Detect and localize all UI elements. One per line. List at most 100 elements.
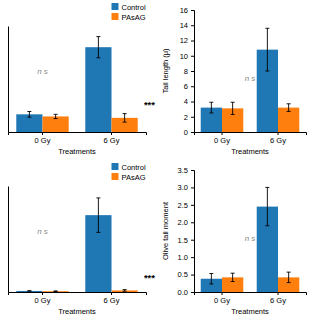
y-tick-mark [191, 117, 194, 118]
y-tick: 4 [184, 97, 194, 106]
error-bar-cap [231, 281, 235, 282]
x-tick-mark [222, 292, 223, 295]
y-tick-label: 14 [180, 21, 188, 30]
x-tick-label: 0 Gy [214, 136, 230, 145]
bar [112, 290, 138, 292]
bar [16, 114, 42, 132]
y-axis-title: Olive tail moment [161, 201, 170, 260]
error-bar [123, 290, 127, 292]
y-tick-mark [191, 56, 194, 57]
x-tick: 0 Gy [214, 132, 230, 145]
legend-entry: Control [111, 3, 146, 12]
error-bar-cap [287, 282, 291, 283]
annotation: *** [144, 99, 155, 110]
error-bar-cap [209, 112, 213, 113]
y-tick-label: 0.0 [178, 288, 188, 297]
error-bar-stem [124, 114, 125, 122]
error-bar [265, 28, 269, 71]
error-bar-cap [265, 71, 269, 72]
x-axis-title: Treatments [231, 307, 269, 316]
y-axis-line [191, 171, 195, 293]
y-tick-label: 12 [180, 36, 188, 45]
y-axis-title: Tail length (μ) [161, 48, 170, 94]
error-bar [96, 198, 100, 232]
x-tick-mark [42, 132, 43, 135]
x-tick-mark [42, 292, 43, 295]
legend-label: PAsAG [121, 13, 145, 22]
x-tick-mark [222, 132, 223, 135]
x-tick: 6 Gy [104, 292, 120, 305]
x-axis-title: Treatments [58, 147, 96, 156]
x-tick-label: 6 Gy [104, 296, 120, 305]
error-bar-cap [209, 273, 213, 274]
error-bar-cap [27, 291, 31, 292]
x-axis-line [195, 133, 307, 136]
y-axis: 0246810121416 [180, 6, 195, 137]
error-bar-cap [265, 187, 269, 188]
x-tick: 6 Gy [104, 132, 120, 145]
subplot: 0 Gy6 Gy0.00.51.01.52.02.53.03.5Treatmen… [161, 166, 307, 316]
x-axis-title: Treatments [58, 307, 96, 316]
error-bar-cap [123, 289, 127, 290]
y-tick: 16 [180, 6, 194, 15]
x-axis-line [9, 133, 147, 136]
x-axis: 0 Gy6 Gy [9, 292, 147, 305]
error-bar [287, 104, 291, 112]
error-bar [209, 274, 213, 284]
legend-entry: Control [111, 163, 146, 172]
error-bar-stem [232, 273, 233, 281]
error-bar-stem [288, 272, 289, 282]
annotation: n s [245, 74, 256, 83]
x-tick-label: 6 Gy [104, 136, 120, 145]
error-bar-cap [209, 102, 213, 103]
y-tick-mark [191, 102, 194, 103]
x-tick-mark [111, 132, 112, 135]
annotations: n s*** [37, 227, 155, 284]
error-bar-cap [54, 114, 58, 115]
y-tick-mark [191, 10, 194, 11]
x-tick: 6 Gy [270, 132, 286, 145]
series [201, 187, 278, 292]
y-tick-mark [191, 25, 194, 26]
y-tick-mark [191, 257, 194, 258]
error-bar-cap [96, 36, 100, 37]
error-bar-cap [231, 102, 235, 103]
error-bar-cap [287, 111, 291, 112]
y-tick: 8 [184, 67, 194, 76]
error-bar [54, 290, 58, 292]
error-bar [231, 273, 235, 281]
y-tick-mark [191, 187, 194, 188]
y-tick-label: 1.0 [178, 253, 188, 262]
annotation: n s [37, 67, 48, 76]
y-tick: 3.0 [178, 183, 194, 192]
annotation: n s [245, 234, 256, 243]
plot-area [201, 28, 300, 132]
legend-label: Control [121, 3, 146, 12]
x-tick-mark [111, 292, 112, 295]
x-tick-mark [278, 132, 279, 135]
error-bar-cap [265, 225, 269, 226]
error-bar [231, 102, 235, 114]
y-tick: 0.0 [178, 288, 194, 297]
legend-entry: PAsAG [111, 13, 145, 22]
y-tick: 0.5 [178, 270, 194, 279]
plot-area [16, 37, 137, 132]
error-bar [265, 187, 269, 225]
error-bar-stem [288, 104, 289, 112]
y-axis-line [8, 27, 9, 133]
x-tick: 0 Gy [35, 132, 51, 145]
chart-root: 0 Gy6 GyTreatmentsn s***ControlPAsAG0 Gy… [0, 0, 320, 320]
y-tick-label: 10 [180, 52, 188, 61]
y-tick-label: 3.5 [178, 166, 188, 175]
annotation: n s [37, 227, 48, 236]
x-tick: 0 Gy [214, 292, 230, 305]
annotations: n s *** [37, 67, 155, 110]
y-axis: 0.00.51.01.52.02.53.03.5 [178, 166, 195, 297]
x-tick-label: 0 Gy [214, 296, 230, 305]
legend: ControlPAsAG [111, 163, 146, 182]
error-bar-cap [27, 290, 31, 291]
y-axis-line [8, 187, 9, 293]
subplot: 0 Gy 6 Gy Treatments n s *** ControlPAsAG [9, 3, 156, 157]
series [16, 198, 111, 292]
error-bar-cap [123, 122, 127, 123]
